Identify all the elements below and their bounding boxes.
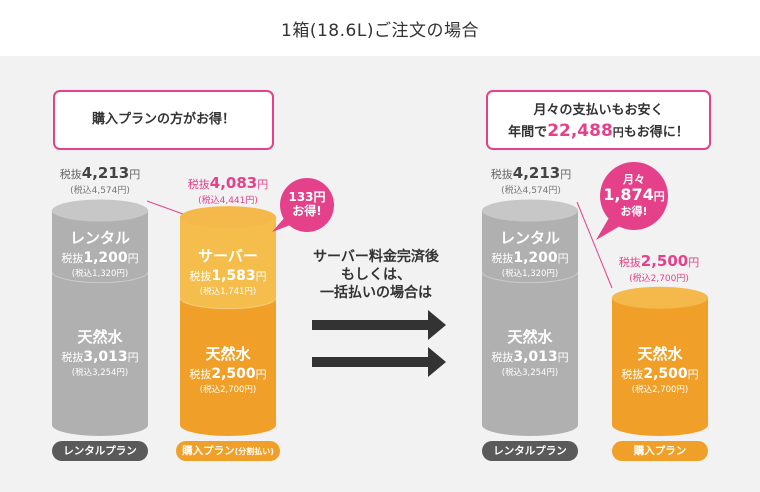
cylinder-rental-left-top [52, 199, 148, 222]
compare-line-right [576, 201, 613, 289]
total-rental-right: 税抜4,213円 (税込4,574円) [490, 164, 572, 196]
right-callout: 月々の支払いもお安く 年間で22,488円もお得に！ [486, 90, 711, 150]
cylinder-purchase-installment-top [180, 206, 276, 229]
segment-server: サーバー 税抜1,583円 (税込1,741円) [189, 247, 267, 297]
badge-right-text: 月々 1,874円 お得! [603, 173, 665, 218]
cylinder-rental-right-segment-2 [482, 210, 578, 283]
label-purchase-plan: 購入プラン [612, 441, 708, 461]
cylinder-rental-right-divider-1 [481, 271, 579, 284]
segment-water-purchase: 天然水 税抜2,500円 (税込2,700円) [621, 345, 699, 395]
cylinder-purchase-installment-segment-1 [180, 297, 276, 436]
label-rental-plan-right: レンタルプラン [482, 441, 578, 461]
arrow-lower [312, 347, 446, 377]
page-header: 1箱(18.6L)ご注文の場合 [0, 0, 760, 56]
compare-line-left [146, 200, 184, 215]
total-rental-left: 税抜4,213円 (税込4,574円) [59, 164, 141, 196]
cylinder-rental-left-segment-2 [52, 210, 148, 283]
annual-savings-amount: 22,488 [547, 121, 613, 141]
cylinder-rental-left-segment-1 [52, 271, 148, 436]
mid-explanation: サーバー料金完済後 もしくは、 一括払いの場合は [313, 249, 439, 301]
badge-left-text: 133円 お得! [288, 190, 326, 218]
badge-right [596, 162, 668, 240]
segment-water-installment: 天然水 税抜2,500円 (税込2,700円) [189, 345, 267, 395]
cylinder-rental-left-divider-1 [51, 271, 149, 284]
badge-left [272, 178, 334, 232]
total-purchase: 税抜2,500円 (税込2,700円) [618, 252, 700, 284]
right-callout-line2: 年間で22,488円もお得に！ [508, 121, 689, 141]
cylinder-purchase-installment-divider-1 [179, 297, 277, 310]
cylinder-purchase-segment-1 [612, 297, 708, 436]
segment-rental-left: レンタル 税抜1,200円 (税込1,320円) [61, 229, 139, 279]
segment-water-left: 天然水 税抜3,013円 (税込3,254円) [61, 328, 139, 378]
segment-water-right: 天然水 税抜3,013円 (税込3,254円) [491, 328, 569, 378]
cylinder-rental-right-segment-1 [482, 271, 578, 436]
label-rental-plan-left: レンタルプラン [52, 441, 148, 461]
right-callout-line1: 月々の支払いもお安く [533, 103, 664, 118]
left-callout-text: 購入プランの方がお得！ [91, 112, 235, 127]
left-callout: 購入プランの方がお得！ [53, 90, 274, 150]
page-title: 1箱(18.6L)ご注文の場合 [281, 21, 479, 41]
cylinder-rental-right-top [482, 199, 578, 222]
total-purchase-installment: 税抜4,083円 (税込4,441円) [187, 174, 269, 206]
segment-rental-right: レンタル 税抜1,200円 (税込1,320円) [491, 229, 569, 279]
label-purchase-plan-installment: 購入プラン(分割払い) [176, 441, 280, 461]
cylinder-purchase-top [612, 286, 708, 309]
arrow-upper [312, 310, 446, 340]
cylinder-purchase-installment-segment-2 [180, 217, 276, 309]
